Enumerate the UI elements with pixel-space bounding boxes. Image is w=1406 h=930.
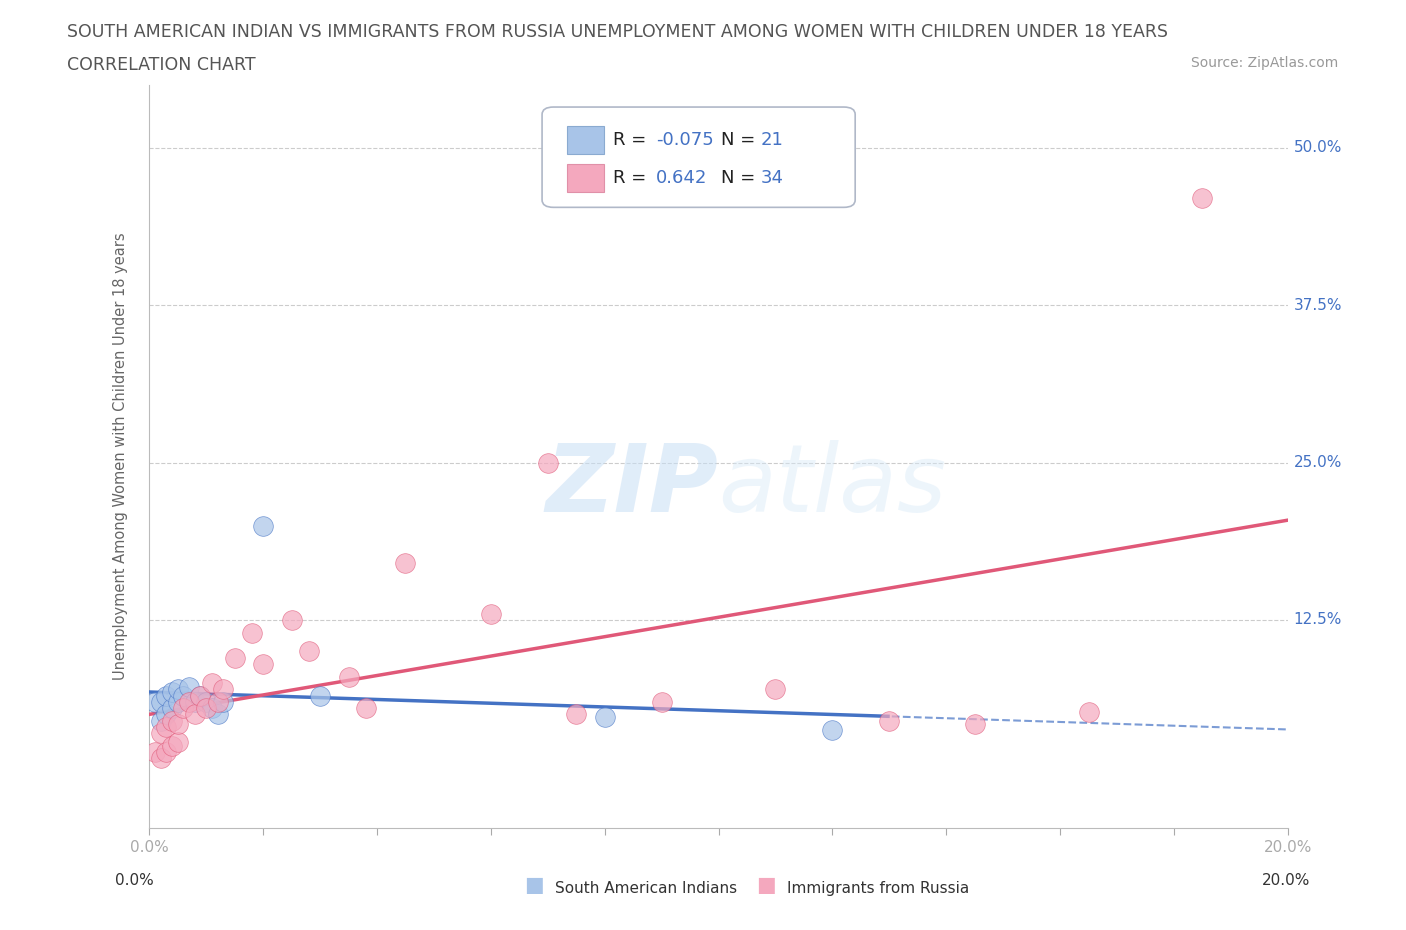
Text: -0.075: -0.075 (657, 131, 714, 149)
Text: 50.0%: 50.0% (1294, 140, 1341, 155)
Point (166, 682, 188, 697)
Point (207, 707, 229, 722)
Text: 34: 34 (761, 169, 783, 187)
Point (143, 695, 166, 710)
Point (765, 682, 787, 697)
Point (177, 679, 200, 694)
Text: SOUTH AMERICAN INDIAN VS IMMIGRANTS FROM RUSSIA UNEMPLOYMENT AMONG WOMEN WITH CH: SOUTH AMERICAN INDIAN VS IMMIGRANTS FROM… (67, 23, 1168, 41)
Y-axis label: Unemployment Among Women with Children Under 18 years: Unemployment Among Women with Children U… (114, 232, 128, 680)
Text: 25.0%: 25.0% (1294, 455, 1341, 470)
Text: 37.5%: 37.5% (1294, 298, 1343, 312)
Point (172, 700, 194, 715)
Text: Source: ZipAtlas.com: Source: ZipAtlas.com (1191, 56, 1339, 70)
Text: ■: ■ (756, 875, 776, 895)
Point (212, 682, 235, 697)
Point (184, 695, 207, 710)
Point (160, 738, 183, 753)
Text: 20.0%: 20.0% (1263, 873, 1310, 888)
Point (537, 455, 560, 470)
Text: R =: R = (613, 131, 651, 149)
Point (651, 695, 673, 710)
Point (207, 695, 229, 710)
Point (821, 722, 844, 737)
Point (252, 657, 274, 671)
Point (155, 745, 177, 760)
Point (166, 695, 188, 710)
Point (479, 606, 502, 621)
Point (201, 675, 224, 690)
Point (160, 684, 183, 699)
Point (394, 556, 416, 571)
Point (166, 717, 188, 732)
Point (184, 707, 207, 722)
Text: 12.5%: 12.5% (1294, 613, 1341, 628)
Point (155, 720, 177, 735)
Text: CORRELATION CHART: CORRELATION CHART (67, 56, 256, 73)
Point (879, 713, 901, 728)
FancyBboxPatch shape (567, 126, 603, 153)
Point (160, 713, 183, 728)
Point (195, 695, 218, 710)
Point (593, 710, 616, 724)
Point (337, 670, 360, 684)
Text: Immigrants from Russia: Immigrants from Russia (787, 881, 970, 896)
Point (212, 695, 235, 710)
Point (177, 695, 200, 710)
Point (195, 700, 218, 715)
Point (1191, 191, 1213, 206)
Point (201, 700, 224, 715)
Point (166, 735, 188, 750)
Point (172, 688, 194, 703)
Point (149, 695, 172, 710)
Point (298, 644, 321, 658)
Text: 21: 21 (761, 131, 783, 149)
Point (149, 751, 172, 766)
Point (963, 717, 986, 732)
Point (149, 725, 172, 740)
Point (1077, 704, 1099, 719)
Point (190, 688, 212, 703)
FancyBboxPatch shape (543, 107, 855, 207)
Text: N =: N = (721, 131, 761, 149)
Text: ZIP: ZIP (546, 440, 718, 532)
Text: atlas: atlas (718, 441, 946, 531)
Point (155, 688, 177, 703)
Point (354, 700, 377, 715)
Point (252, 518, 274, 533)
Point (149, 713, 172, 728)
FancyBboxPatch shape (567, 165, 603, 193)
Point (565, 707, 588, 722)
Point (190, 688, 212, 703)
Point (155, 707, 177, 722)
Point (160, 700, 183, 715)
Text: South American Indians: South American Indians (555, 881, 738, 896)
Point (280, 613, 302, 628)
Point (143, 745, 166, 760)
Text: R =: R = (613, 169, 651, 187)
Text: ■: ■ (524, 875, 544, 895)
Point (240, 625, 263, 640)
Text: 0.642: 0.642 (657, 169, 707, 187)
Text: 0.0%: 0.0% (115, 873, 155, 888)
Text: N =: N = (721, 169, 761, 187)
Point (309, 688, 332, 703)
Point (224, 650, 246, 665)
